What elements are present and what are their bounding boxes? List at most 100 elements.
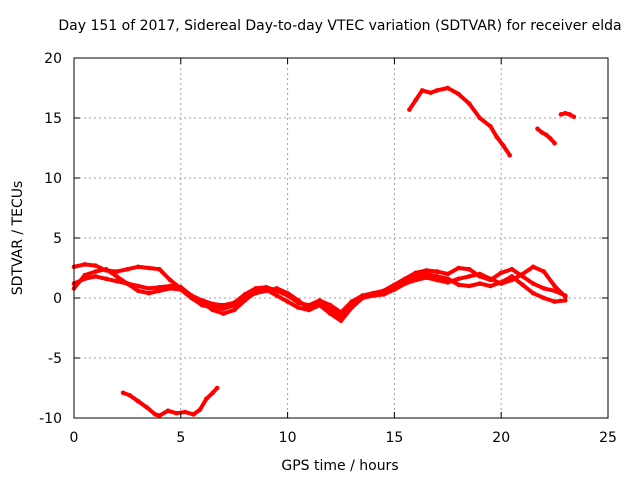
- data-point: [466, 274, 472, 279]
- data-point: [498, 270, 504, 276]
- data-point: [558, 112, 564, 117]
- data-point: [552, 140, 557, 146]
- data-point: [82, 262, 87, 267]
- data-point: [456, 282, 461, 288]
- data-point: [466, 101, 472, 106]
- data-point: [360, 295, 365, 301]
- data-point: [204, 396, 209, 402]
- data-point: [263, 288, 269, 294]
- data-point: [424, 268, 429, 273]
- data-point: [103, 276, 109, 282]
- data-point: [424, 275, 429, 280]
- y-axis-label: SDTVAR / TECUs: [10, 181, 26, 296]
- data-point: [165, 408, 171, 414]
- data-point: [167, 277, 173, 283]
- y-tick-label: -5: [48, 351, 62, 367]
- data-point: [541, 269, 547, 274]
- data-point: [488, 276, 493, 282]
- data-point: [135, 264, 141, 270]
- data-point: [328, 311, 333, 316]
- series-track-f: [434, 274, 568, 304]
- data-point: [93, 274, 98, 279]
- data-point: [146, 290, 152, 296]
- data-point: [530, 290, 536, 296]
- x-tick-label: 0: [70, 430, 79, 446]
- x-tick-label: 10: [279, 430, 297, 446]
- data-point: [507, 152, 512, 158]
- x-tick-label: 5: [176, 430, 185, 446]
- x-tick-label: 15: [385, 430, 403, 446]
- data-point: [285, 299, 290, 304]
- data-point: [456, 265, 461, 271]
- data-point: [567, 112, 572, 117]
- data-point: [114, 274, 119, 279]
- data-point: [231, 302, 237, 308]
- data-point: [466, 266, 472, 272]
- data-point: [413, 97, 419, 103]
- data-point: [530, 281, 536, 286]
- data-point: [563, 298, 568, 303]
- data-point: [82, 272, 87, 278]
- grid: [74, 58, 608, 418]
- data-point: [402, 278, 408, 284]
- data-point: [488, 283, 493, 289]
- data-point: [189, 295, 194, 301]
- data-point: [477, 271, 483, 277]
- data-point: [477, 281, 483, 286]
- data-point: [494, 134, 500, 140]
- data-point: [328, 306, 333, 312]
- data-point: [488, 124, 493, 129]
- data-point: [501, 143, 506, 148]
- data-point: [509, 266, 515, 272]
- data-point: [338, 314, 344, 320]
- data-point: [539, 130, 545, 135]
- data-point: [413, 270, 419, 276]
- data-point: [221, 306, 226, 312]
- data-point: [157, 284, 162, 290]
- data-point: [543, 132, 549, 138]
- data-point: [477, 115, 483, 121]
- data-point: [191, 412, 196, 417]
- data-point: [253, 286, 258, 291]
- data-point: [253, 290, 258, 296]
- data-point: [428, 90, 434, 96]
- data-point: [456, 276, 461, 282]
- data-point: [157, 266, 162, 272]
- data-point: [509, 274, 515, 279]
- data-point: [434, 277, 440, 283]
- series-track-c: [71, 266, 440, 320]
- data-point: [456, 91, 461, 97]
- series-low-track: [120, 385, 220, 418]
- data-point: [434, 88, 440, 93]
- data-point: [296, 298, 301, 303]
- data-point: [114, 278, 119, 284]
- data-point: [466, 283, 472, 289]
- data-point: [274, 293, 280, 298]
- data-point: [167, 286, 173, 291]
- data-point: [306, 306, 312, 312]
- data-point: [146, 265, 152, 271]
- data-point: [157, 288, 162, 294]
- data-point: [552, 299, 557, 304]
- data-point: [381, 289, 387, 295]
- data-point: [296, 305, 301, 310]
- data-point: [93, 263, 98, 268]
- data-point: [146, 286, 152, 291]
- data-point: [434, 269, 440, 274]
- data-point: [419, 88, 425, 93]
- data-point: [445, 271, 451, 277]
- data-point: [144, 404, 149, 410]
- series-high-track-1: [407, 85, 512, 158]
- data-point: [242, 295, 248, 301]
- data-point: [530, 264, 536, 270]
- data-point: [541, 295, 547, 301]
- data-point: [125, 266, 130, 272]
- data-point: [93, 269, 98, 274]
- data-point: [135, 283, 141, 289]
- data-point: [103, 266, 109, 272]
- data-point: [370, 292, 376, 297]
- data-point: [407, 107, 412, 112]
- data-point: [199, 302, 205, 308]
- data-point: [231, 307, 237, 313]
- y-tick-label: 15: [44, 111, 62, 127]
